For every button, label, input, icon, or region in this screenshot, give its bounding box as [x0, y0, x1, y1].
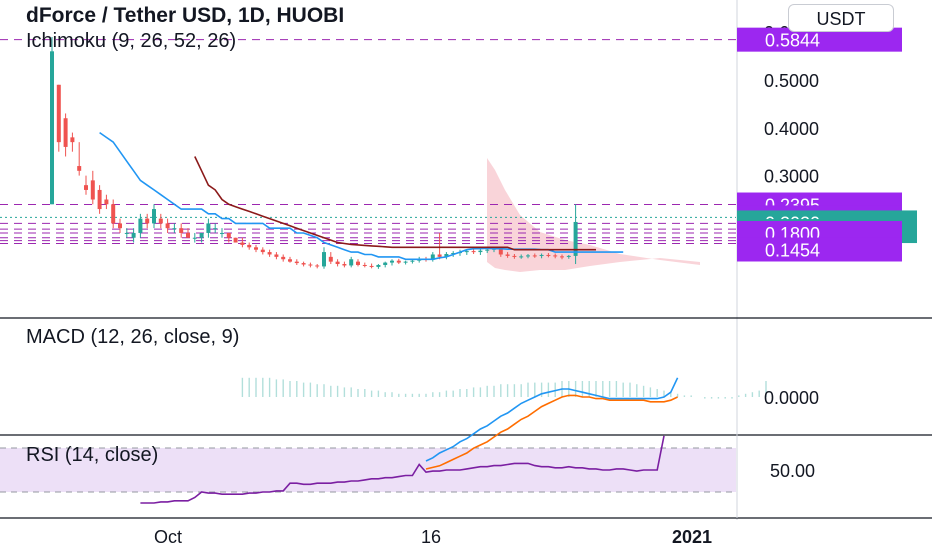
candle-37[interactable] — [301, 263, 306, 265]
candle-13[interactable] — [138, 218, 143, 233]
price-tick-label: 0.5000 — [764, 71, 819, 91]
candle-31[interactable] — [260, 249, 265, 253]
candle-49[interactable] — [383, 262, 388, 265]
candle-62[interactable] — [471, 251, 476, 253]
candle-34[interactable] — [281, 256, 286, 260]
candle-75[interactable] — [560, 256, 564, 258]
candle-32[interactable] — [267, 252, 272, 255]
macd-tick-label: 0.0000 — [764, 388, 819, 408]
candle-50[interactable] — [390, 260, 394, 263]
candle-39[interactable] — [315, 265, 320, 267]
candle-0[interactable] — [50, 51, 54, 205]
candle-77[interactable] — [573, 221, 578, 256]
rsi-tick-label: 50.00 — [770, 461, 815, 481]
candle-58[interactable] — [444, 253, 449, 257]
currency-button[interactable]: USDT — [788, 4, 894, 32]
candle-64[interactable] — [485, 249, 490, 251]
candle-48[interactable] — [376, 264, 381, 267]
candle-74[interactable] — [553, 255, 558, 257]
candle-57[interactable] — [437, 254, 442, 257]
candle-52[interactable] — [403, 261, 408, 263]
candle-35[interactable] — [288, 259, 292, 262]
candle-73[interactable] — [546, 254, 551, 256]
ichimoku-cloud — [487, 158, 700, 272]
candle-27[interactable] — [233, 237, 238, 243]
candle-47[interactable] — [369, 265, 374, 267]
candle-56[interactable] — [430, 254, 435, 260]
time-tick-label: 16 — [421, 527, 441, 547]
candle-8[interactable] — [104, 199, 109, 205]
time-tick-label: 2021 — [672, 527, 712, 547]
candle-51[interactable] — [396, 260, 401, 263]
price-label-box-6 — [737, 237, 902, 262]
candle-3[interactable] — [70, 137, 75, 143]
candle-45[interactable] — [356, 261, 360, 265]
candle-28[interactable] — [240, 242, 245, 245]
macd-line — [425, 377, 679, 462]
candle-26[interactable] — [226, 232, 231, 238]
candle-14[interactable] — [145, 218, 150, 224]
ichimoku-legend[interactable]: Ichimoku (9, 26, 52, 26) — [26, 30, 237, 52]
candle-72[interactable] — [539, 254, 544, 256]
kijun-sen-line — [194, 156, 596, 251]
candle-61[interactable] — [464, 251, 469, 253]
macd-signal-line — [425, 394, 678, 470]
candle-69[interactable] — [519, 256, 524, 258]
candle-53[interactable] — [410, 260, 415, 262]
candle-7[interactable] — [97, 189, 102, 210]
candle-16[interactable] — [158, 218, 163, 224]
rsi-legend[interactable]: RSI (14, close) — [26, 444, 159, 466]
candle-12[interactable] — [131, 232, 136, 238]
candle-59[interactable] — [451, 253, 456, 255]
candle-20[interactable] — [186, 232, 190, 238]
time-tick-label: Oct — [154, 527, 182, 547]
candle-15[interactable] — [152, 209, 156, 224]
candle-10[interactable] — [118, 223, 122, 229]
candle-33[interactable] — [274, 254, 279, 257]
candle-30[interactable] — [254, 247, 258, 250]
chart-title: dForce / Tether USD, 1D, HUOBI — [26, 4, 345, 27]
candle-24[interactable] — [213, 228, 218, 230]
candle-38[interactable] — [308, 264, 313, 266]
candle-25[interactable] — [220, 232, 224, 234]
candle-2[interactable] — [63, 118, 68, 147]
candle-76[interactable] — [566, 255, 571, 257]
candle-19[interactable] — [179, 228, 184, 233]
candle-5[interactable] — [84, 185, 88, 190]
candle-18[interactable] — [172, 228, 177, 230]
rsi-line — [140, 435, 665, 504]
candle-42[interactable] — [335, 261, 340, 265]
candle-41[interactable] — [328, 256, 333, 262]
candle-6[interactable] — [90, 180, 95, 200]
candle-44[interactable] — [349, 259, 354, 266]
candle-66[interactable] — [498, 248, 503, 255]
price-tick-label: 0.3000 — [764, 167, 819, 187]
candle-9[interactable] — [111, 204, 116, 224]
candle-70[interactable] — [526, 255, 530, 257]
candle-71[interactable] — [532, 255, 537, 257]
price-tick-label: 0.4000 — [764, 119, 819, 139]
candle-67[interactable] — [505, 254, 510, 256]
candle-21[interactable] — [192, 237, 197, 239]
candle-22[interactable] — [199, 232, 204, 238]
macd-legend[interactable]: MACD (12, 26, close, 9) — [26, 326, 240, 348]
candle-11[interactable] — [124, 232, 129, 234]
candle-17[interactable] — [165, 223, 170, 229]
price-label-6: 0.1454 — [765, 240, 820, 260]
candle-36[interactable] — [294, 261, 299, 264]
candle-40[interactable] — [322, 252, 326, 267]
candle-68[interactable] — [512, 255, 517, 257]
candle-29[interactable] — [247, 244, 252, 248]
candle-43[interactable] — [342, 264, 347, 266]
candle-1[interactable] — [56, 84, 61, 143]
price-label-0: 0.5844 — [765, 31, 820, 51]
candle-4[interactable] — [77, 166, 82, 171]
candle-23[interactable] — [206, 223, 211, 233]
candle-46[interactable] — [362, 264, 367, 266]
candle-63[interactable] — [478, 250, 483, 253]
